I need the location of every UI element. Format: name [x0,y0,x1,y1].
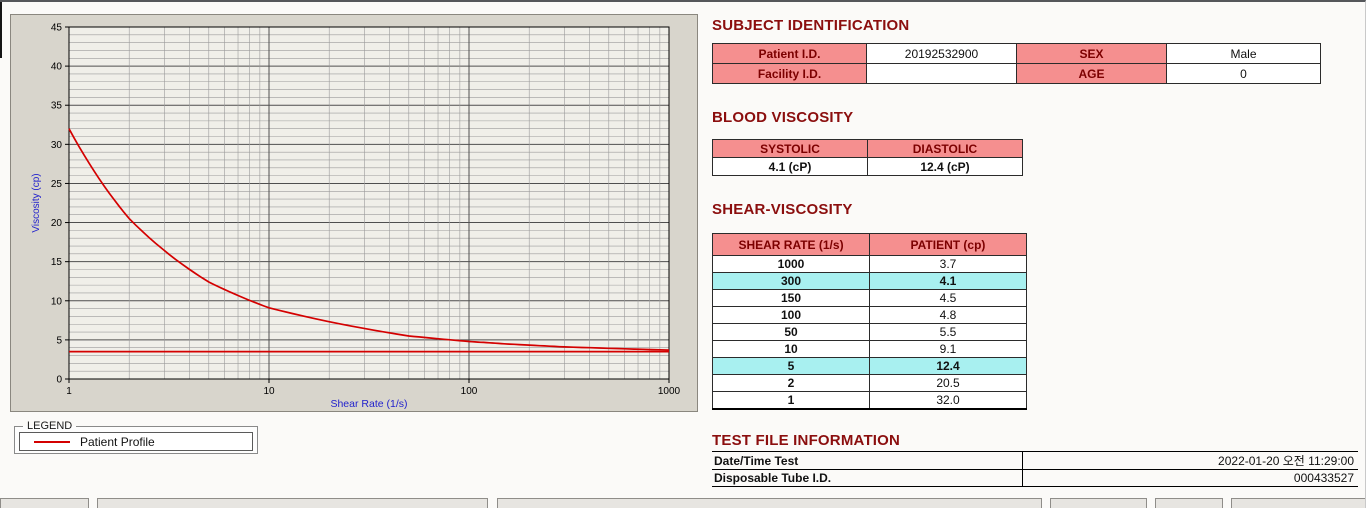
svg-text:20: 20 [51,218,63,229]
cutoff-panel [1231,498,1365,508]
shear-rate-value: 50 [712,323,870,341]
shear-rate-value: 5 [712,357,870,375]
cutoff-panel [1050,498,1147,508]
cutoff-panel [497,498,1042,508]
svg-text:35: 35 [51,101,63,112]
sex-value: Male [1166,43,1321,64]
cutoff-panel [97,498,488,508]
svg-text:100: 100 [461,386,478,397]
svg-text:1000: 1000 [658,386,681,397]
table-row: 150 4.5 [712,289,1027,307]
svg-text:30: 30 [51,140,63,151]
window-edge [0,2,2,58]
table-row: 10 9.1 [712,340,1027,358]
svg-text:Shear Rate (1/s): Shear Rate (1/s) [330,398,407,410]
test-file-information-title: TEST FILE INFORMATION [712,432,901,449]
blood-viscosity-title: BLOOD VISCOSITY [712,109,854,126]
table-row: 300 4.1 [712,272,1027,290]
legend-box: LEGEND Patient Profile [14,420,258,454]
table-row: 1 32.0 [712,391,1027,410]
patient-viscosity-value: 3.7 [869,255,1027,273]
legend-title: LEGEND [27,420,73,432]
diastolic-label: DIASTOLIC [867,139,1023,158]
disposable-tube-id-value: 000433527 [1021,469,1358,487]
table-row: Disposable Tube I.D. 000433527 [712,469,1358,487]
shear-viscosity-chart: 0 5 10 15 20 25 30 35 40 45 1 10 100 1000 Viscosity (c… [31,23,681,411]
date-time-test-value: 2022-01-20 오전 11:29:00 [1021,451,1358,470]
shear-rate-value: 1 [712,391,870,410]
table-row: Facility I.D. AGE 0 [712,63,1321,84]
facility-id-value [866,63,1017,84]
patient-viscosity-value: 20.5 [869,374,1027,392]
table-row: Patient I.D. 20192532900 SEX Male [712,43,1321,64]
svg-text:40: 40 [51,62,63,73]
svg-text:45: 45 [51,23,63,34]
svg-text:10: 10 [263,386,275,397]
cutoff-panel [0,498,89,508]
table-row: Date/Time Test 2022-01-20 오전 11:29:00 [712,451,1358,470]
age-label: AGE [1016,63,1167,84]
subject-identification-table: Patient I.D. 20192532900 SEX Male Facili… [712,43,1321,84]
date-time-test-label: Date/Time Test [712,451,1022,470]
svg-text:25: 25 [51,179,63,190]
patient-column-header: PATIENT (cp) [869,233,1027,256]
patient-viscosity-value: 5.5 [869,323,1027,341]
diastolic-value: 12.4 (cP) [867,157,1023,176]
cutoff-panel [1155,498,1223,508]
legend-series-label: Patient Profile [80,434,155,449]
shear-viscosity-table: SHEAR RATE (1/s) PATIENT (cp) 1000 3.7 3… [712,233,1027,410]
svg-text:1: 1 [66,386,72,397]
patient-viscosity-value: 4.8 [869,306,1027,324]
shear-rate-value: 300 [712,272,870,290]
svg-text:10: 10 [51,296,63,307]
table-header-row: SHEAR RATE (1/s) PATIENT (cp) [712,233,1027,256]
shear-rate-value: 150 [712,289,870,307]
facility-id-label: Facility I.D. [712,63,867,84]
table-row: 1000 3.7 [712,255,1027,273]
patient-id-label: Patient I.D. [712,43,867,64]
patient-viscosity-value: 32.0 [869,391,1027,410]
viscosity-chart-panel: 0 5 10 15 20 25 30 35 40 45 1 10 100 1000 Viscosity (c… [10,14,698,412]
subject-identification-title: SUBJECT IDENTIFICATION [712,17,910,34]
sex-label: SEX [1016,43,1167,64]
systolic-label: SYSTOLIC [712,139,868,158]
shear-rate-column-header: SHEAR RATE (1/s) [712,233,870,256]
svg-text:5: 5 [56,335,62,346]
shear-rate-value: 100 [712,306,870,324]
shear-rate-value: 2 [712,374,870,392]
patient-viscosity-value: 4.5 [869,289,1027,307]
shear-rate-value: 10 [712,340,870,358]
shear-rate-value: 1000 [712,255,870,273]
svg-text:Viscosity (cp): Viscosity (cp) [31,173,42,232]
patient-viscosity-value: 4.1 [869,272,1027,290]
systolic-value: 4.1 (cP) [712,157,868,176]
patient-viscosity-value: 12.4 [869,357,1027,375]
legend-entry: Patient Profile [19,432,253,451]
table-row: 4.1 (cP) 12.4 (cP) [712,157,1023,176]
test-file-information-table: Date/Time Test 2022-01-20 오전 11:29:00 Di… [712,451,1358,487]
patient-profile-line-swatch [34,440,70,443]
disposable-tube-id-label: Disposable Tube I.D. [712,469,1022,487]
patient-viscosity-value: 9.1 [869,340,1027,358]
svg-text:0: 0 [56,375,62,386]
table-row: SYSTOLIC DIASTOLIC [712,139,1023,158]
blood-viscosity-table: SYSTOLIC DIASTOLIC 4.1 (cP) 12.4 (cP) [712,139,1023,176]
svg-text:15: 15 [51,257,63,268]
table-row: 2 20.5 [712,374,1027,392]
table-row: 50 5.5 [712,323,1027,341]
shear-viscosity-title: SHEAR-VISCOSITY [712,201,853,218]
age-value: 0 [1166,63,1321,84]
table-row: 5 12.4 [712,357,1027,375]
table-row: 100 4.8 [712,306,1027,324]
patient-id-value: 20192532900 [866,43,1017,64]
